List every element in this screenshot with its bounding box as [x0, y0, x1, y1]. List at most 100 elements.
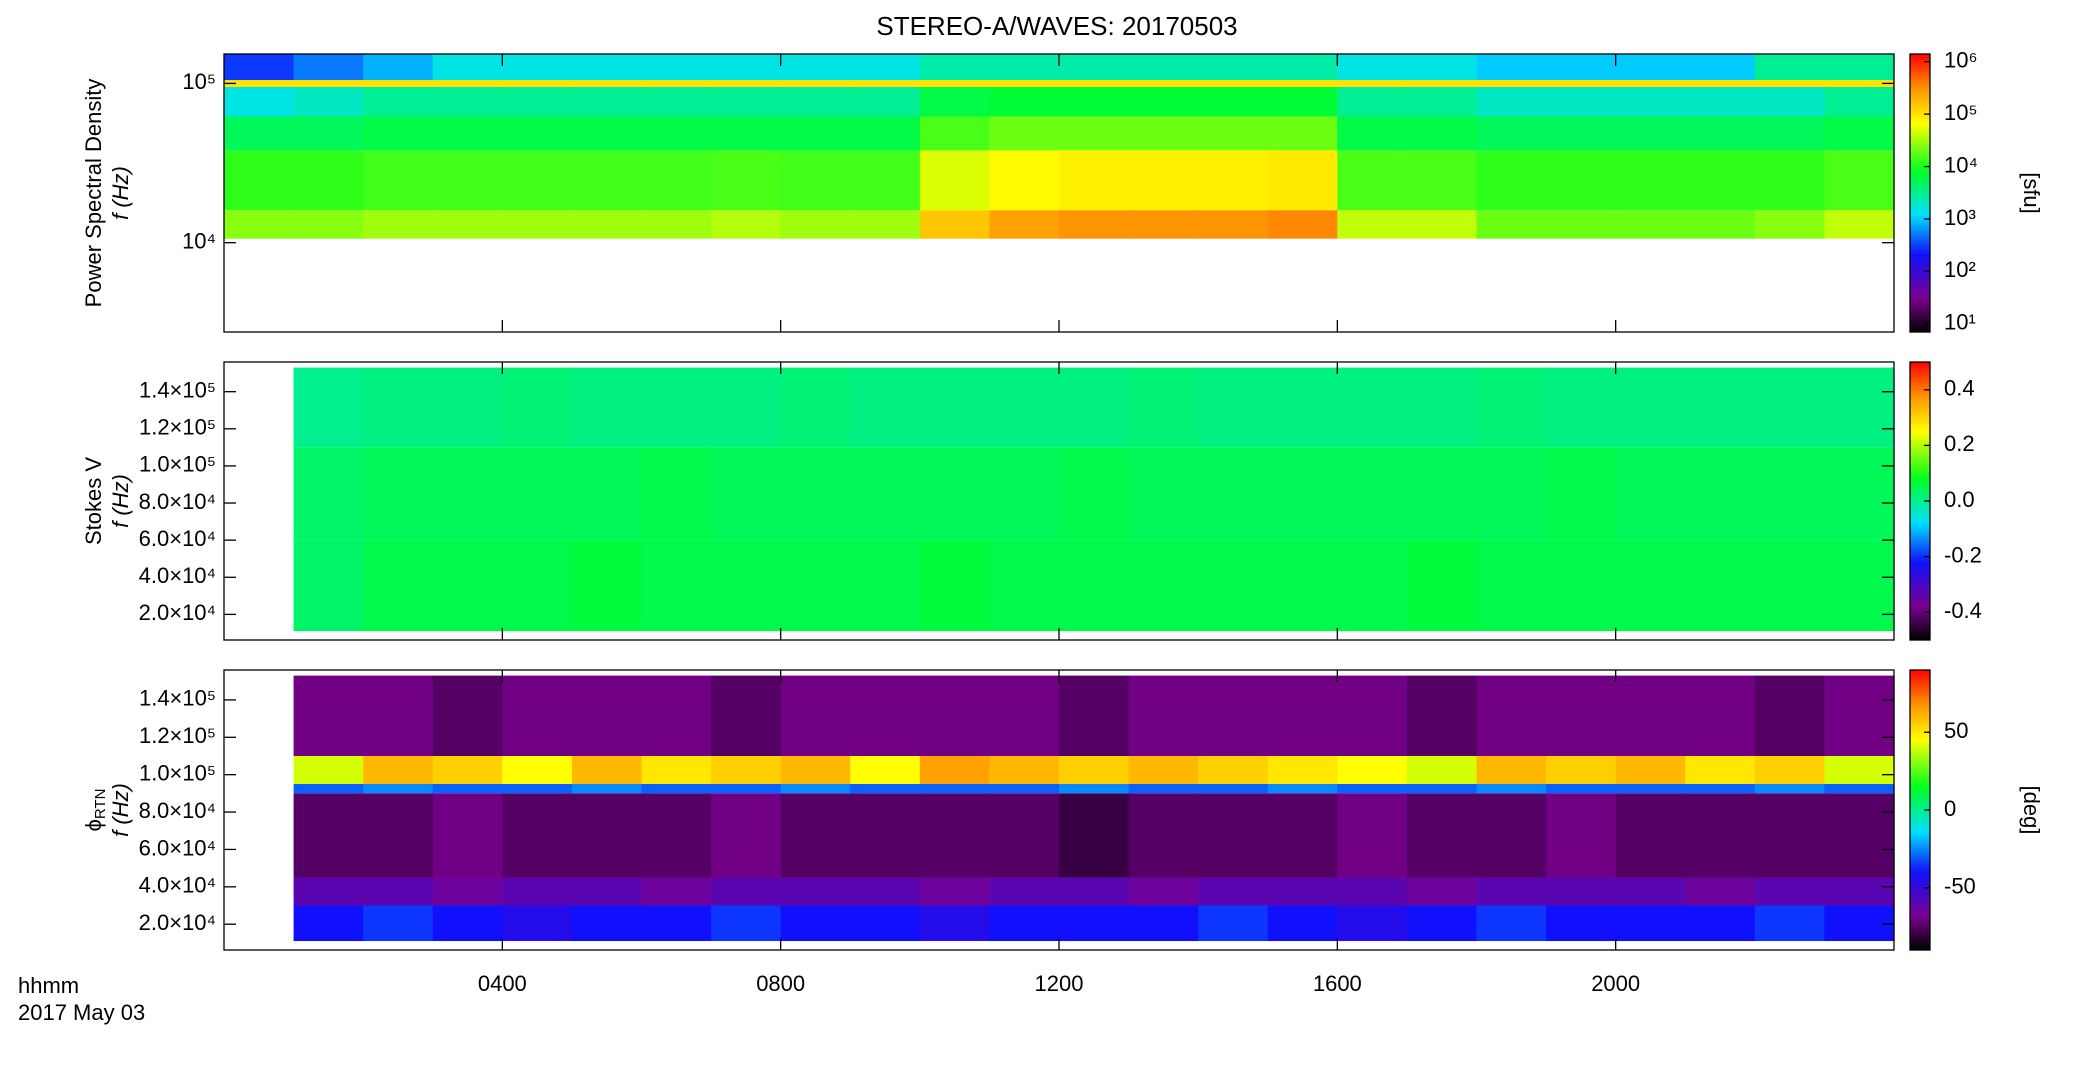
- heatmap-cell: [711, 755, 782, 785]
- heatmap-cell: [1685, 80, 1756, 87]
- heatmap-cell: [780, 210, 851, 239]
- heatmap-cell: [1059, 793, 1130, 878]
- y-axis-label: f (Hz): [108, 474, 133, 528]
- heatmap-cell: [1128, 54, 1199, 81]
- heatmap-cell: [571, 793, 643, 878]
- heatmap-cell: [1267, 150, 1338, 211]
- heatmap-cell: [641, 116, 712, 151]
- heatmap-cell: [1685, 793, 1756, 878]
- heatmap-cell: [293, 447, 364, 541]
- heatmap-cell: [363, 540, 434, 632]
- heatmap-cell: [1615, 755, 1686, 785]
- colorbar-tick-label: -0.4: [1944, 598, 1982, 623]
- heatmap-cell: [502, 80, 573, 87]
- colorbar-tick-label: 0: [1944, 796, 1956, 821]
- heatmap-cell: [1546, 793, 1617, 878]
- colorbar-tick-label: 0.2: [1944, 431, 1975, 456]
- heatmap-cell: [432, 447, 503, 541]
- heatmap-cell: [432, 54, 503, 81]
- heatmap-cell: [1406, 755, 1478, 785]
- heatmap-cell: [1267, 905, 1338, 942]
- heatmap-cell: [1824, 877, 1895, 906]
- heatmap-cell: [1615, 150, 1686, 211]
- heatmap-cell: [1824, 905, 1895, 942]
- heatmap-cell: [1615, 367, 1686, 448]
- heatmap-cell: [711, 86, 782, 117]
- y-tick-label: 10⁵: [182, 69, 216, 94]
- chart-title: STEREO-A/WAVES: 20170503: [876, 11, 1237, 41]
- heatmap-cell: [780, 793, 851, 878]
- heatmap-cell: [1685, 210, 1756, 239]
- heatmap-cell: [1198, 447, 1269, 541]
- heatmap-cell: [502, 447, 573, 541]
- heatmap-cell: [432, 116, 503, 151]
- heatmap-cell: [1615, 80, 1686, 87]
- heatmap-cell: [1267, 80, 1338, 87]
- y-axis-label: f (Hz): [108, 783, 133, 837]
- heatmap-cell: [1198, 54, 1269, 81]
- heatmap-cell: [1615, 877, 1686, 906]
- heatmap-cell: [502, 116, 573, 151]
- heatmap-cell: [1824, 793, 1895, 878]
- heatmap-cell: [1059, 116, 1130, 151]
- heatmap-cell: [1198, 793, 1269, 878]
- heatmap-cell: [1267, 367, 1338, 448]
- heatmap-cell: [989, 86, 1060, 117]
- heatmap-cell: [1546, 784, 1617, 794]
- x-tick-label: 1600: [1313, 971, 1362, 996]
- heatmap-cell: [1198, 367, 1269, 448]
- heatmap-cell: [1337, 877, 1408, 906]
- heatmap-cell: [571, 54, 643, 81]
- heatmap-cell: [1267, 784, 1338, 794]
- heatmap-cell: [293, 784, 364, 794]
- heatmap-cell: [1337, 755, 1408, 785]
- heatmap-cell: [850, 877, 921, 906]
- heatmap-cell: [1198, 86, 1269, 117]
- heatmap-cell: [363, 905, 434, 942]
- heatmap-cell: [1128, 447, 1199, 541]
- heatmap-cell: [571, 86, 643, 117]
- heatmap-cell: [1546, 755, 1617, 785]
- heatmap-cell: [1615, 784, 1686, 794]
- heatmap-cell: [919, 755, 991, 785]
- heatmap-cell: [850, 540, 921, 632]
- colorbar: [1909, 53, 1931, 333]
- heatmap-cell: [1198, 116, 1269, 151]
- heatmap-cell: [293, 116, 364, 151]
- heatmap-cell: [1267, 675, 1338, 756]
- heatmap-cell: [1754, 80, 1826, 87]
- heatmap-cell: [432, 86, 503, 117]
- heatmap-cell: [1406, 540, 1478, 632]
- heatmap-cell: [989, 54, 1060, 81]
- heatmap-cell: [1824, 116, 1895, 151]
- heatmap-cell: [1267, 447, 1338, 541]
- y-tick-label: 6.0×10⁴: [139, 526, 216, 551]
- heatmap-cell: [1406, 86, 1478, 117]
- heatmap-cell: [1476, 210, 1547, 239]
- heatmap-cell: [293, 210, 364, 239]
- heatmap-cell: [1754, 54, 1826, 81]
- y-axis-label: f (Hz): [108, 166, 133, 220]
- heatmap-cell: [1406, 80, 1478, 87]
- heatmap-cell: [1128, 367, 1199, 448]
- heatmap-cell: [432, 755, 503, 785]
- heatmap-cell: [1267, 116, 1338, 151]
- heatmap-cell: [850, 80, 921, 87]
- heatmap-cell: [641, 755, 712, 785]
- colorbar-tick-label: 0.0: [1944, 487, 1975, 512]
- y-axis-quantity: Power Spectral Density: [81, 79, 106, 308]
- heatmap-cell: [571, 116, 643, 151]
- heatmap-cell: [641, 367, 712, 448]
- heatmap-cell: [1824, 447, 1895, 541]
- heatmap-cell: [1685, 755, 1756, 785]
- heatmap-cell: [919, 116, 991, 151]
- heatmap-cell: [571, 877, 643, 906]
- heatmap-cell: [1128, 116, 1199, 151]
- heatmap-cell: [502, 54, 573, 81]
- heatmap-cell: [1685, 54, 1756, 81]
- heatmap-cell: [502, 905, 573, 942]
- heatmap-cell: [1546, 447, 1617, 541]
- heatmap-cell: [363, 793, 434, 878]
- heatmap-cell: [989, 447, 1060, 541]
- heatmap-cell: [432, 675, 503, 756]
